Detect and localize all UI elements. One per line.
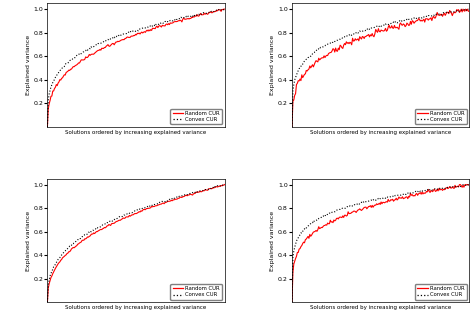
X-axis label: Solutions ordered by increasing explained variance: Solutions ordered by increasing explaine… bbox=[310, 130, 451, 135]
Y-axis label: Explained variance: Explained variance bbox=[270, 35, 275, 95]
X-axis label: Solutions ordered by increasing explained variance: Solutions ordered by increasing explaine… bbox=[65, 305, 207, 310]
Y-axis label: Explained variance: Explained variance bbox=[26, 210, 31, 270]
Y-axis label: Explained variance: Explained variance bbox=[270, 210, 275, 270]
Legend: Random CUR, Convex CUR: Random CUR, Convex CUR bbox=[171, 284, 222, 300]
Y-axis label: Explained variance: Explained variance bbox=[26, 35, 31, 95]
Legend: Random CUR, Convex CUR: Random CUR, Convex CUR bbox=[171, 109, 222, 124]
X-axis label: Solutions ordered by increasing explained variance: Solutions ordered by increasing explaine… bbox=[310, 305, 451, 310]
Legend: Random CUR, Convex CUR: Random CUR, Convex CUR bbox=[415, 109, 466, 124]
Legend: Random CUR, Convex CUR: Random CUR, Convex CUR bbox=[415, 284, 466, 300]
X-axis label: Solutions ordered by increasing explained variance: Solutions ordered by increasing explaine… bbox=[65, 130, 207, 135]
